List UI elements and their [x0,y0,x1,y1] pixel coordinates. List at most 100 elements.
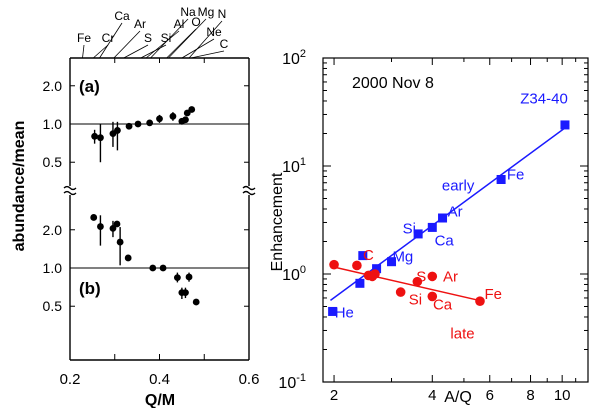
x-tick-label: 0.2 [60,371,81,388]
element-label: Cr [102,31,115,45]
element-leader-line [113,30,141,59]
point-label: Si [403,220,416,237]
element-leader-line [188,20,223,59]
y-tick-label: 2.0 [43,78,63,94]
point-label: Ar [443,268,458,285]
element-label: N [218,7,227,21]
data-point [113,220,121,228]
element-label: Fe [77,31,91,45]
x-tick-label: 10 [554,387,571,404]
point-label: early [442,177,475,194]
element-leader-line [168,18,207,59]
axis-break-gap [64,186,76,195]
data-point [427,291,438,302]
y-tick-exponent: 0 [300,264,306,276]
data-point [412,276,423,287]
y-tick-label: 0.5 [43,154,63,170]
data-point [192,298,200,306]
data-point [352,260,362,271]
y-tick-label: 0.5 [43,298,63,314]
data-point [91,132,99,140]
data-point [97,223,104,230]
y-tick-label: 100 [282,264,306,284]
data-point [149,264,157,272]
plot-frame [322,57,589,383]
data-point [328,306,338,316]
x-axis-title: A/Q [444,389,472,406]
y-tick-label: 1.0 [43,116,63,132]
y-tick-base: 10 [282,159,300,176]
x-axis-title: Q/M [145,392,175,408]
date-annotation: 2000 Nov 8 [352,75,434,92]
element-label: Na [180,5,196,19]
axis-break-mark [242,185,256,191]
point-label: Ar [448,203,463,220]
data-point [358,251,368,261]
x-tick-label: 6 [486,387,494,404]
data-point [156,115,163,123]
point-label: Z34-40 [520,91,568,108]
element-label: Si [161,31,172,45]
axis-break-mark [242,190,256,196]
data-point [427,271,438,282]
element-label: Mg [198,5,215,19]
data-point [174,274,181,282]
data-point [134,120,142,128]
data-point [496,174,506,184]
y-tick-exponent: 2 [300,48,306,60]
point-label: He [335,305,354,322]
y-tick-base: 10 [282,51,300,68]
point-label: late [450,326,474,343]
data-point [182,116,189,124]
element-leader-line [166,28,197,59]
x-tick-label: 4 [428,387,436,404]
element-leader-line [190,50,225,59]
y-tick-base: 10 [278,375,296,392]
data-point [114,127,121,134]
y-tick-label: 101 [282,156,306,176]
y-tick-label: 10-1 [278,372,306,392]
data-point [560,120,570,130]
element-label: O [191,15,200,29]
data-point [355,278,365,288]
axis-break-mark [63,185,77,191]
point-label: Ca [435,232,455,249]
point-label: Si [409,292,422,309]
axis-break-mark [63,190,77,196]
element-leader-line [99,22,123,59]
element-label: C [220,37,229,51]
data-point [97,134,104,142]
element-leader-line [93,44,109,59]
x-tick-label: 0.6 [239,371,260,388]
element-label: Ne [206,25,222,39]
point-label: Ca [433,297,453,314]
data-point [185,273,193,281]
point-label: Fe [507,167,525,184]
data-point [169,112,177,120]
data-point [370,269,380,279]
y-axis-title: abundance/mean [11,121,28,252]
element-leader-line [145,30,180,59]
axis-break-gap [243,186,255,195]
element-leader-line [82,44,85,59]
data-point [372,264,382,274]
y-tick-label: 2.0 [43,222,63,238]
y-axis-title: Enhancement [269,172,286,271]
y-tick-label: 1.0 [43,260,63,276]
y-tick-base: 10 [282,267,300,284]
element-leader-line [123,44,149,59]
fit-line [330,265,483,302]
data-point [124,254,132,262]
data-point [125,122,133,130]
data-point [146,119,154,127]
element-label: Ar [134,17,146,31]
data-point [438,213,448,223]
data-point [90,214,98,221]
y-tick-exponent: -1 [296,372,306,384]
y-tick-label: 102 [282,48,306,68]
data-point [109,225,117,232]
element-leader-line [150,18,189,59]
panel-label: (a) [79,77,100,96]
